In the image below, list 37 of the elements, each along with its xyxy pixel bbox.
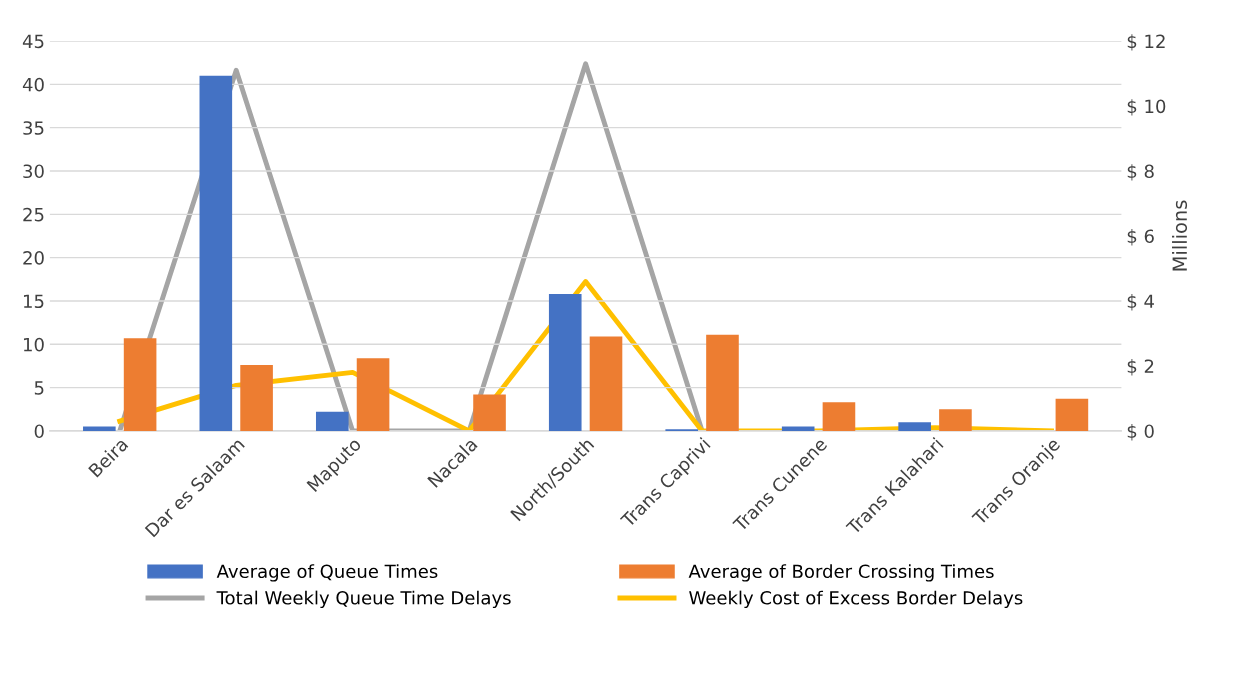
bar xyxy=(589,336,623,431)
y-tick-label: 5 xyxy=(34,381,44,395)
y2-tick-label: $ 12 xyxy=(1127,34,1165,51)
bar xyxy=(356,358,390,431)
legend-label: Total Weekly Queue Time Delays xyxy=(216,590,511,609)
y-tick-label: 10 xyxy=(23,337,44,352)
y2-tick-label: $ 4 xyxy=(1127,294,1154,311)
bar xyxy=(898,422,931,431)
y2-axis-title: Millions xyxy=(1172,200,1188,271)
y2-tick-label: $ 2 xyxy=(1127,359,1154,376)
bar xyxy=(1055,398,1089,431)
bar xyxy=(240,365,273,431)
y-tick-label: 25 xyxy=(23,207,44,222)
legend-label: Average of Border Crossing Times xyxy=(688,564,994,582)
y-tick-label: 30 xyxy=(23,164,44,179)
y-tick-label: 45 xyxy=(22,34,44,49)
y2-tick-label: $ 6 xyxy=(1127,229,1154,246)
legend-label: Weekly Cost of Excess Border Delays xyxy=(689,590,1023,609)
y-tick-label: 15 xyxy=(23,294,44,309)
y2-tick-label: $ 0 xyxy=(1127,424,1154,441)
bar xyxy=(822,402,856,431)
bar xyxy=(473,394,506,431)
bar xyxy=(123,338,157,431)
y2-tick-label: $ 8 xyxy=(1127,164,1154,181)
bar xyxy=(548,294,582,431)
y-tick-label: 0 xyxy=(34,424,44,439)
y2-tick-label: $ 10 xyxy=(1127,99,1166,116)
y-tick-label: 20 xyxy=(23,251,44,265)
bar xyxy=(781,426,815,431)
y-tick-label: 40 xyxy=(22,77,44,92)
legend-label: Average of Queue Times xyxy=(216,564,438,582)
bar xyxy=(83,426,116,431)
bar xyxy=(199,75,233,431)
y-tick-label: 35 xyxy=(23,121,44,135)
bar xyxy=(939,409,972,431)
bar xyxy=(706,334,739,431)
bar xyxy=(315,411,349,431)
